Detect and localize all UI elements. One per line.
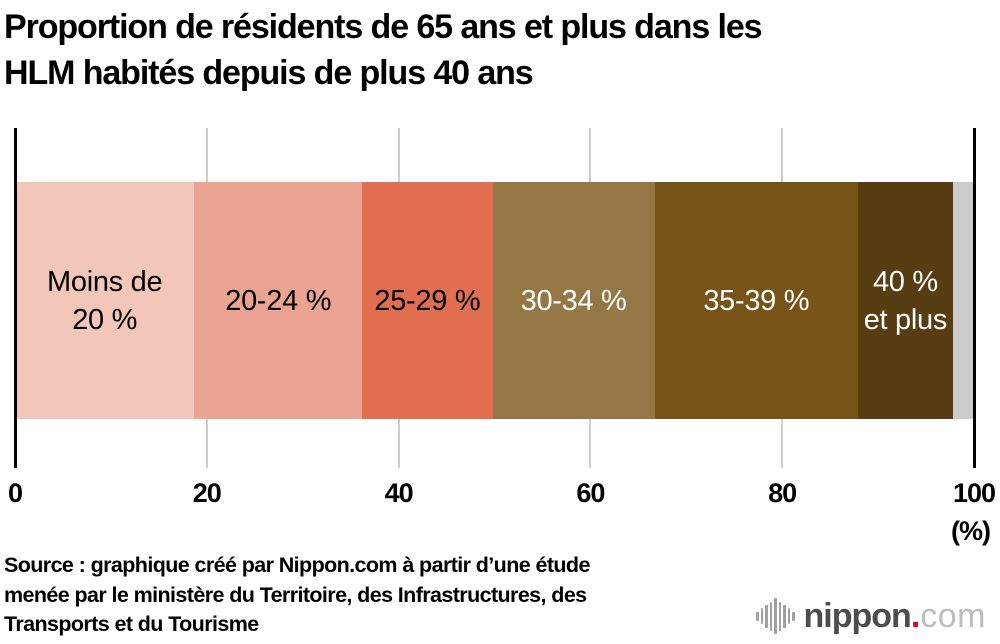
logo-dot: . bbox=[910, 596, 921, 635]
bar-segment-label: 30-34 % bbox=[520, 284, 627, 317]
logo-bar bbox=[778, 601, 782, 631]
axis-unit-label: (%) bbox=[951, 516, 991, 546]
logo-bar bbox=[787, 608, 791, 624]
x-tick-label: 60 bbox=[576, 478, 605, 508]
axis-line-0 bbox=[14, 128, 17, 468]
bar-segment: 40 % et plus bbox=[857, 182, 953, 419]
bar-segment-label: 20-24 % bbox=[225, 284, 332, 317]
logo-bar bbox=[792, 611, 795, 621]
nippon-logo-text: nippon . com bbox=[804, 597, 986, 636]
chart-title: Proportion de résidents de 65 ans et plu… bbox=[4, 4, 998, 96]
nippon-logo-soundwave-icon bbox=[756, 596, 795, 636]
axis-line-100 bbox=[973, 128, 976, 468]
logo-bar bbox=[756, 611, 759, 621]
nippon-logo: nippon . com bbox=[756, 596, 986, 636]
chart-title-line2: HLM habités depuis de plus 40 ans bbox=[4, 54, 534, 92]
logo-suffix: com bbox=[920, 596, 986, 635]
logo-bar bbox=[769, 601, 773, 631]
x-tick-label: 80 bbox=[768, 478, 797, 508]
chart-area: Moins de 20 % 20-24 % 25-29 % 30-34 % 35-39 … bbox=[8, 128, 996, 508]
logo-bar bbox=[760, 608, 764, 624]
stacked-bar: Moins de 20 % 20-24 % 25-29 % 30-34 % 35-39 … bbox=[15, 182, 974, 419]
logo-bar bbox=[765, 604, 768, 628]
chart-title-line1: Proportion de résidents de 65 ans et plu… bbox=[4, 8, 763, 46]
bar-segment-label: 40 % et plus bbox=[863, 265, 948, 336]
bar-segment: 20-24 % bbox=[194, 182, 363, 419]
x-tick-label: 0 bbox=[7, 478, 23, 508]
x-tick-label: 20 bbox=[192, 478, 222, 508]
bar-segment bbox=[952, 182, 974, 419]
x-axis-tick-labels: 0 20 40 60 80 100 bbox=[8, 478, 996, 508]
bar-segment: 30-34 % bbox=[492, 182, 655, 419]
logo-bar bbox=[774, 598, 777, 634]
bar-segment: Moins de 20 % bbox=[15, 182, 195, 419]
bar-segment-label: 35-39 % bbox=[703, 284, 810, 317]
x-tick-label: 40 bbox=[384, 478, 414, 508]
logo-name: nippon bbox=[803, 596, 912, 635]
bar-segment-label: Moins de 20 % bbox=[47, 265, 163, 336]
logo-bar bbox=[783, 604, 786, 628]
x-tick-label: 100 bbox=[952, 478, 996, 508]
bar-segment: 25-29 % bbox=[362, 182, 493, 419]
bar-segment-label: 25-29 % bbox=[374, 284, 481, 317]
bar-segment: 35-39 % bbox=[654, 182, 858, 419]
source-text: Source : graphique créé par Nippon.com à… bbox=[4, 553, 590, 636]
